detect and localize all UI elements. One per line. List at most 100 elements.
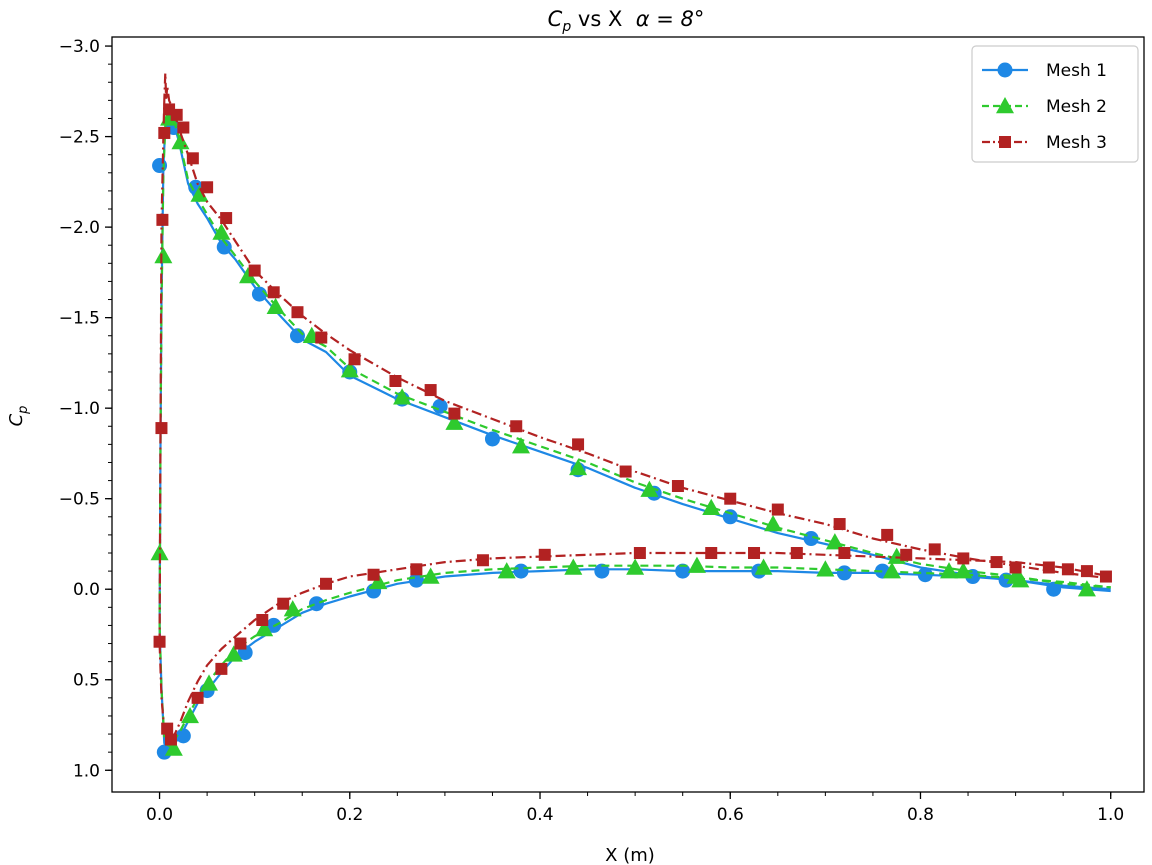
data-point xyxy=(705,547,718,560)
data-point xyxy=(445,413,464,430)
x-axis: 0.0 0.2 0.4 0.6 0.8 1.0 xyxy=(146,792,1124,825)
legend: Mesh 1 Mesh 2 Mesh 3 xyxy=(971,45,1139,163)
x-axis-label: X (m) xyxy=(605,845,655,865)
data-point xyxy=(633,547,646,560)
data-point xyxy=(771,503,784,516)
data-point xyxy=(156,744,172,760)
data-point xyxy=(833,518,846,531)
data-point xyxy=(340,361,359,378)
data-point xyxy=(954,562,973,579)
y-tick-label: 0.5 xyxy=(73,671,100,691)
data-point xyxy=(410,563,423,576)
title-var-subscript: p xyxy=(561,19,571,35)
series-line-lower xyxy=(158,551,1111,741)
y-tick-label: −1.0 xyxy=(59,399,100,419)
legend-label: Mesh 1 xyxy=(1046,61,1107,81)
y-tick-label: −3.0 xyxy=(59,37,100,57)
series-group xyxy=(150,72,1112,760)
data-point xyxy=(1011,571,1030,588)
title-alpha: α = 8° xyxy=(636,7,705,31)
data-point xyxy=(153,635,166,648)
data-point xyxy=(315,331,328,344)
y-tick-label: −2.5 xyxy=(59,128,100,148)
x-tick-label: 1.0 xyxy=(1097,805,1124,825)
data-point xyxy=(256,613,269,626)
data-point xyxy=(161,722,174,735)
data-point xyxy=(538,548,551,561)
data-point xyxy=(158,126,171,139)
y-axis-label: Cp xyxy=(6,406,31,427)
data-point xyxy=(267,286,280,299)
title-mid: vs X xyxy=(571,7,635,31)
data-point xyxy=(564,558,583,575)
data-point xyxy=(484,431,500,447)
data-point xyxy=(1080,565,1093,578)
chart-title-text: Cp vs X α = 8° xyxy=(548,7,705,35)
data-point xyxy=(234,637,247,650)
data-point xyxy=(215,662,228,675)
data-point xyxy=(572,438,585,451)
data-point xyxy=(348,353,361,366)
data-point xyxy=(152,158,168,174)
data-point xyxy=(448,407,461,420)
data-point xyxy=(248,264,261,277)
data-point xyxy=(320,577,333,590)
legend-label: Mesh 3 xyxy=(1046,133,1107,153)
data-point xyxy=(156,213,169,226)
data-point xyxy=(190,185,209,202)
data-point xyxy=(150,544,169,561)
data-point xyxy=(283,600,302,617)
data-point xyxy=(186,152,199,165)
data-point xyxy=(1009,561,1022,574)
y-tick-label: 1.0 xyxy=(73,761,100,781)
series-line-lower xyxy=(158,568,1111,754)
legend-marker xyxy=(996,97,1014,114)
y-axis-label-var: C xyxy=(6,413,27,426)
y-tick-label: −2.0 xyxy=(59,218,100,238)
x-tick-label: 0.0 xyxy=(146,805,173,825)
data-point xyxy=(838,547,851,560)
data-point xyxy=(1046,581,1062,597)
data-point xyxy=(917,567,933,583)
legend-box xyxy=(971,45,1139,163)
data-point xyxy=(626,558,645,575)
data-point xyxy=(1077,580,1096,597)
series-mesh-3 xyxy=(153,72,1112,746)
data-point xyxy=(155,422,168,435)
x-tick-label: 0.6 xyxy=(717,805,744,825)
y-axis: −3.0 −2.5 −2.0 −1.5 −1.0 −0.5 0.0 0.5 1.0 xyxy=(59,37,112,781)
data-point xyxy=(389,375,402,388)
data-point xyxy=(239,266,258,284)
data-point xyxy=(266,297,285,314)
data-point xyxy=(369,572,388,590)
data-point xyxy=(764,515,783,532)
data-point xyxy=(619,465,632,478)
data-point xyxy=(164,739,183,756)
data-point xyxy=(675,563,691,579)
data-point xyxy=(424,384,437,397)
data-point xyxy=(308,596,324,612)
y-tick-label: 0.0 xyxy=(73,580,100,600)
x-tick-label: 0.8 xyxy=(907,805,934,825)
data-point xyxy=(180,706,199,724)
legend-marker xyxy=(999,136,1011,148)
data-point xyxy=(748,547,761,560)
data-point xyxy=(702,498,721,515)
data-point xyxy=(816,560,835,577)
data-point xyxy=(754,558,773,575)
y-tick-label: −1.5 xyxy=(59,309,100,329)
data-point xyxy=(212,223,231,240)
data-point xyxy=(511,437,530,454)
data-point xyxy=(1061,563,1074,576)
data-point xyxy=(421,567,440,584)
data-point xyxy=(367,568,380,581)
data-point xyxy=(790,547,803,560)
data-point xyxy=(220,212,233,225)
data-point xyxy=(177,121,190,134)
series-mesh-2 xyxy=(150,109,1111,756)
data-point xyxy=(497,562,516,579)
data-point xyxy=(224,645,243,662)
data-point xyxy=(881,528,894,541)
data-point xyxy=(513,563,529,579)
